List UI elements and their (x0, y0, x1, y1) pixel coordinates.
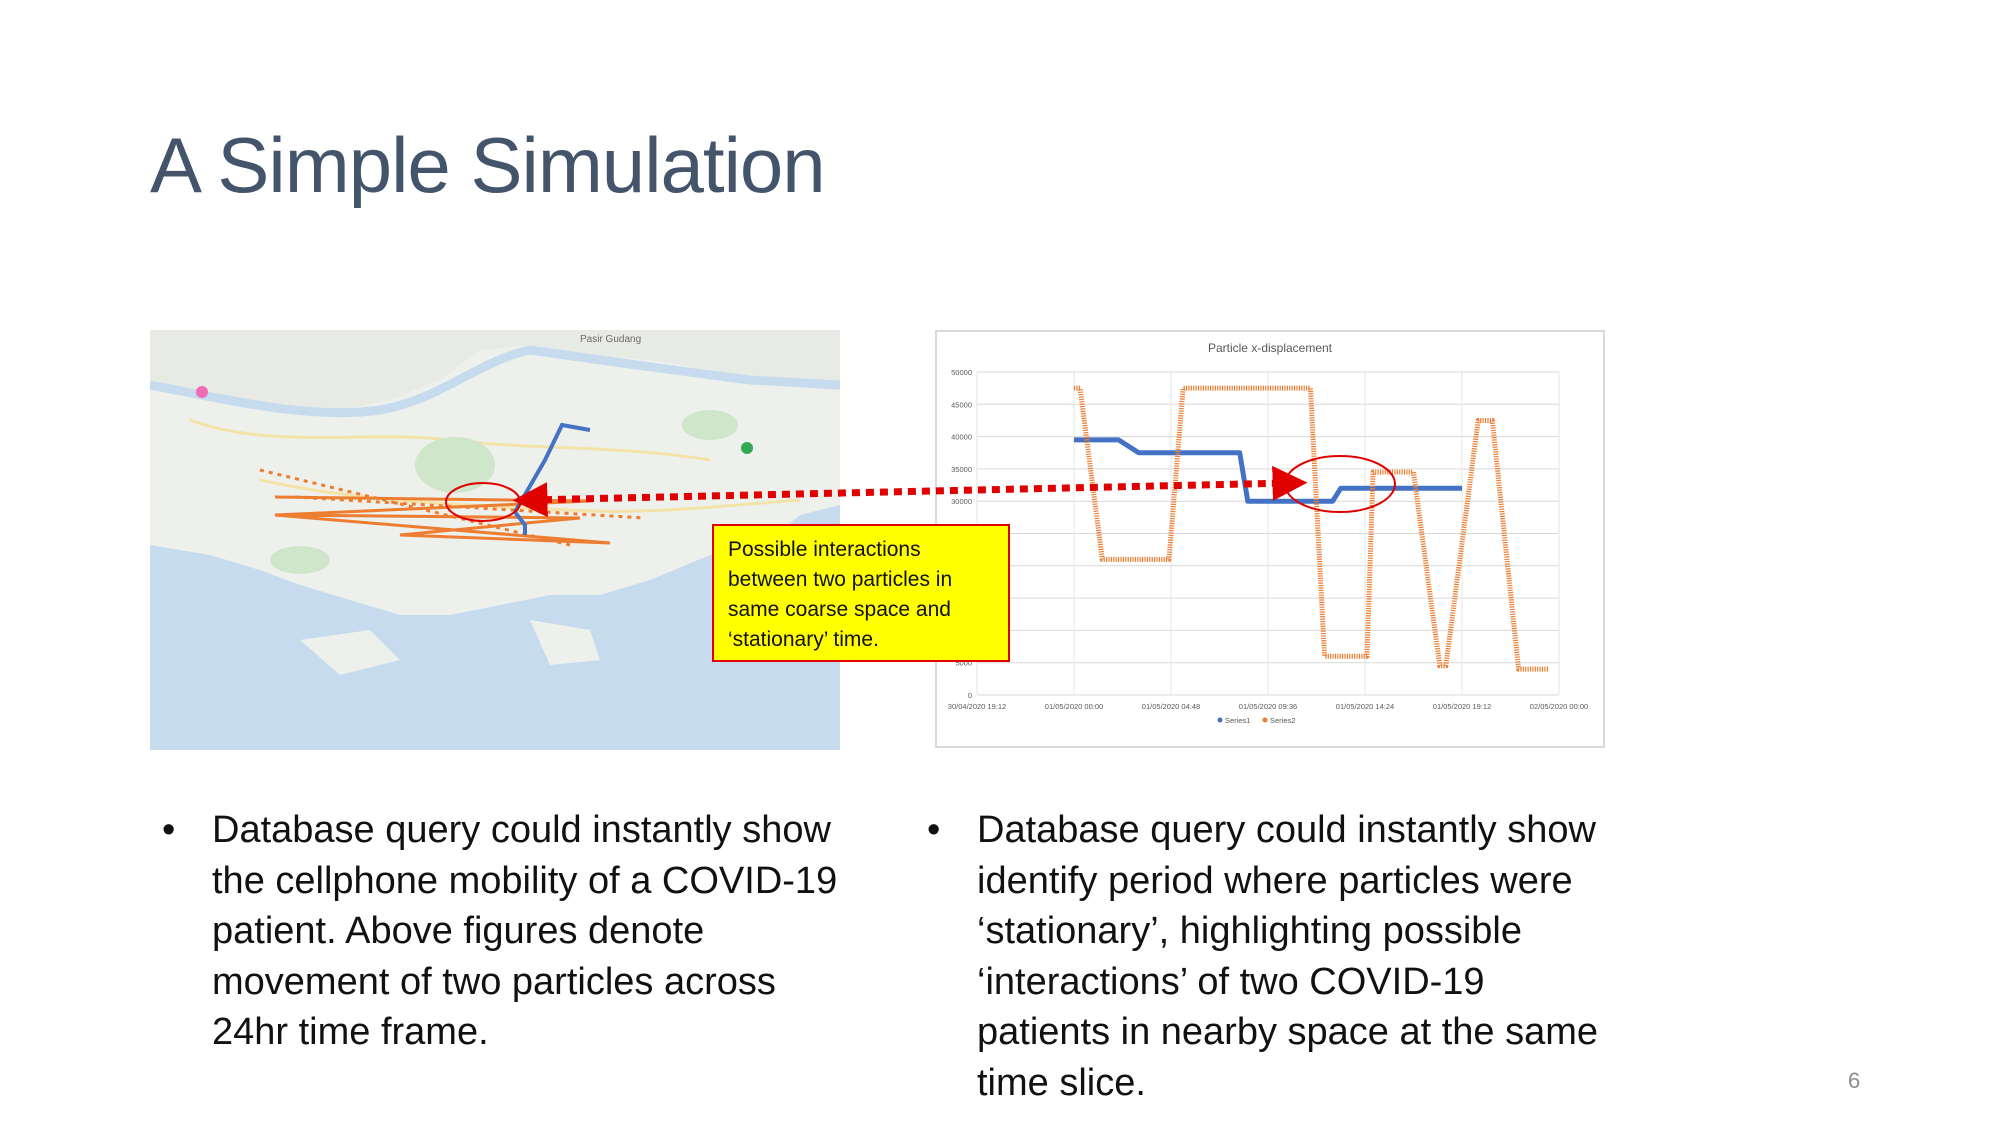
map-highlight-circle (445, 482, 521, 522)
map-park-2 (270, 546, 330, 574)
legend-marker (1262, 717, 1268, 723)
slide-title: A Simple Simulation (150, 121, 826, 209)
map-place-label: Pasir Gudang (580, 334, 641, 345)
x-tick-label: 01/05/2020 09:36 (1239, 702, 1297, 711)
map-north-land (150, 330, 840, 410)
left-bullet-list: • Database query could instantly show th… (160, 805, 860, 1058)
x-tick-label: 01/05/2020 19:12 (1433, 702, 1491, 711)
chart-x-axis: 30/04/2020 19:12 01/05/2020 00:00 01/05/20… (948, 702, 1588, 711)
x-tick-label: 02/05/2020 00:00 (1530, 702, 1588, 711)
x-tick-label: 01/05/2020 14:24 (1336, 702, 1394, 711)
interaction-callout: Possible interactions between two partic… (712, 524, 1010, 662)
legend-label: Series1 (1225, 716, 1250, 725)
chart-panel: Particle x-displacement 0 5000 30000 35000 4… (935, 330, 1605, 748)
legend-marker (1217, 717, 1223, 723)
map-park (415, 437, 495, 493)
bullet-item: • Database query could instantly show id… (927, 805, 1625, 1108)
page-number: 6 (1848, 1068, 1861, 1093)
bullet-text: Database query could instantly show the … (212, 809, 838, 1053)
map-strait (150, 345, 840, 418)
interaction-arrow (512, 465, 1308, 518)
right-bullet-list: • Database query could instantly show id… (925, 805, 1625, 1108)
map-pin-icon (741, 442, 753, 454)
y-tick-label: 45000 (951, 400, 972, 409)
x-tick-label: 01/05/2020 04:48 (1142, 702, 1200, 711)
legend-label: Series2 (1270, 716, 1295, 725)
map-pin-icon (196, 386, 208, 398)
map-island-2 (300, 630, 400, 675)
x-tick-label: 30/04/2020 19:12 (948, 702, 1006, 711)
y-tick-label: 40000 (951, 433, 972, 442)
y-tick-label: 50000 (951, 368, 972, 377)
series-line-series2 (1074, 385, 1549, 672)
bullet-text: Database query could instantly show iden… (977, 809, 1599, 1104)
map-park-3 (682, 410, 738, 440)
y-tick-label: 0 (968, 691, 972, 700)
x-tick-label: 01/05/2020 00:00 (1045, 702, 1103, 711)
chart-highlight-circle (1284, 455, 1396, 513)
chart-legend: Series1 Series2 (1217, 716, 1295, 725)
bullet-item: • Database query could instantly show th… (162, 805, 860, 1058)
chart-title: Particle x-displacement (1208, 341, 1333, 355)
bullet-icon: • (162, 809, 176, 851)
y-tick-label: 5000 (955, 659, 972, 668)
map-island (530, 620, 600, 665)
bullet-icon: • (927, 809, 941, 851)
